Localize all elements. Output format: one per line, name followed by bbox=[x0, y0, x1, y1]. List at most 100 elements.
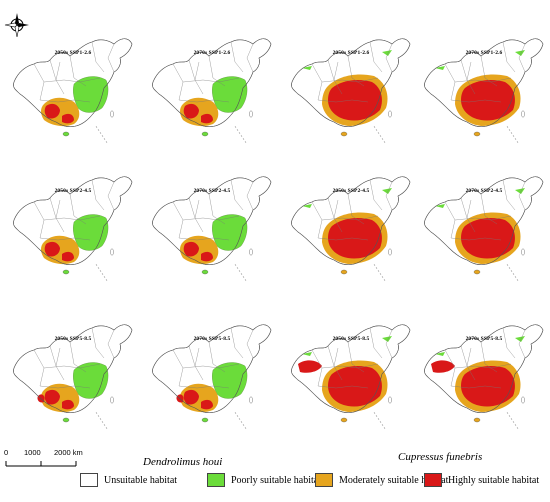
province-border bbox=[230, 41, 244, 73]
map-svg bbox=[152, 176, 272, 282]
province-border bbox=[518, 181, 526, 211]
nine-dash-line bbox=[508, 266, 511, 270]
province-border bbox=[43, 363, 101, 369]
hainan-island bbox=[473, 131, 481, 137]
province-border bbox=[321, 77, 379, 83]
province-border bbox=[208, 341, 226, 373]
map-panel-cf-2050-245: 2050s SSP2-4.5 bbox=[282, 160, 420, 288]
compass-icon bbox=[4, 12, 30, 38]
panel-title: 2050s SSP1-2.6 bbox=[54, 50, 92, 56]
nine-dash-line bbox=[506, 411, 509, 415]
taiwan-island bbox=[110, 396, 114, 404]
province-border bbox=[182, 363, 240, 369]
map-svg bbox=[13, 176, 133, 282]
poorly-suitable-area bbox=[302, 188, 392, 208]
nine-dash-line bbox=[105, 140, 108, 144]
panel-title: 2070s SSP2-4.5 bbox=[193, 188, 231, 194]
scale-tick-label: 1000 bbox=[24, 448, 41, 457]
province-border bbox=[182, 215, 240, 221]
hainan-island bbox=[201, 131, 209, 137]
highly-suitable-area bbox=[183, 241, 199, 257]
province-border bbox=[466, 61, 472, 81]
taiwan-island bbox=[249, 396, 253, 404]
map-panel-dh-2050-245: 2050s SSP2-4.5 bbox=[4, 160, 142, 288]
nine-dash-line bbox=[508, 414, 511, 418]
nine-dash-line bbox=[244, 140, 247, 144]
panel-title: 2070s SSP1-2.6 bbox=[193, 50, 231, 56]
taiwan-island bbox=[521, 396, 525, 404]
province-border bbox=[178, 237, 230, 241]
nine-dash-line bbox=[234, 411, 237, 415]
scale-bar: 0 1000 2000 km bbox=[4, 448, 94, 478]
nine-dash-line bbox=[383, 278, 386, 282]
nine-dash-line bbox=[234, 125, 237, 129]
legend-item-unsuitable: Unsuitable habitat bbox=[80, 470, 177, 490]
province-border bbox=[466, 199, 472, 219]
taiwan-island bbox=[249, 248, 253, 256]
nine-dash-line bbox=[101, 420, 104, 424]
province-border bbox=[450, 237, 502, 241]
province-border bbox=[502, 179, 516, 211]
province-border bbox=[502, 327, 516, 359]
map-svg bbox=[424, 176, 544, 282]
hainan-island bbox=[340, 269, 348, 275]
province-border bbox=[385, 181, 393, 211]
province-border bbox=[107, 329, 115, 359]
country-border bbox=[13, 38, 133, 128]
nine-dash-line bbox=[105, 426, 108, 430]
highly-suitable-area bbox=[201, 113, 213, 124]
map-svg bbox=[13, 38, 133, 144]
map-panel-dh-2050-126: 2050s SSP1-2.6 bbox=[4, 22, 142, 150]
nine-dash-line bbox=[101, 134, 104, 138]
country-border bbox=[424, 176, 544, 266]
nine-dash-line bbox=[99, 417, 102, 421]
nine-dash-line bbox=[95, 125, 98, 129]
province-border bbox=[454, 215, 512, 221]
nine-dash-line bbox=[379, 420, 382, 424]
map-panel-cf-2070-126: 2070s SSP1-2.6 bbox=[415, 22, 550, 150]
nine-dash-line bbox=[236, 128, 239, 132]
nine-dash-line bbox=[244, 426, 247, 430]
province-border bbox=[39, 385, 91, 389]
nine-dash-line bbox=[101, 272, 104, 276]
province-border bbox=[518, 329, 526, 359]
nine-dash-line bbox=[506, 125, 509, 129]
nine-dash-line bbox=[103, 137, 106, 141]
country-border bbox=[13, 176, 133, 266]
highly-suitable-area bbox=[44, 389, 60, 405]
province-border bbox=[194, 347, 200, 367]
hainan-island bbox=[473, 417, 481, 423]
nine-dash-line bbox=[510, 269, 513, 273]
province-border bbox=[246, 329, 254, 359]
panel-title: 2050s SSP2-4.5 bbox=[332, 188, 370, 194]
nine-dash-line bbox=[238, 131, 241, 135]
highly-suitable-area bbox=[62, 399, 74, 410]
panel-title: 2050s SSP1-2.6 bbox=[332, 50, 370, 56]
province-border bbox=[182, 77, 240, 83]
province-border bbox=[369, 327, 383, 359]
taiwan-island bbox=[521, 110, 525, 118]
province-border bbox=[91, 41, 105, 73]
province-border bbox=[39, 99, 91, 103]
province-border bbox=[178, 385, 230, 389]
province-border bbox=[107, 181, 115, 211]
highly-suitable-area bbox=[183, 389, 199, 405]
nine-dash-line bbox=[512, 420, 515, 424]
country-border bbox=[152, 324, 272, 414]
poorly-suitable-area bbox=[302, 336, 392, 356]
country-border bbox=[152, 176, 272, 266]
province-border bbox=[321, 363, 379, 369]
nine-dash-line bbox=[508, 128, 511, 132]
map-svg bbox=[291, 38, 411, 144]
nine-dash-line bbox=[103, 275, 106, 279]
highly-suitable-area bbox=[431, 360, 455, 373]
highly-suitable-area bbox=[201, 399, 213, 410]
highly-suitable-area bbox=[62, 251, 74, 262]
nine-dash-line bbox=[379, 272, 382, 276]
nine-dash-line bbox=[373, 263, 376, 267]
nine-dash-line bbox=[516, 278, 519, 282]
province-border bbox=[385, 329, 393, 359]
hainan-island bbox=[201, 269, 209, 275]
country-border bbox=[424, 38, 544, 128]
